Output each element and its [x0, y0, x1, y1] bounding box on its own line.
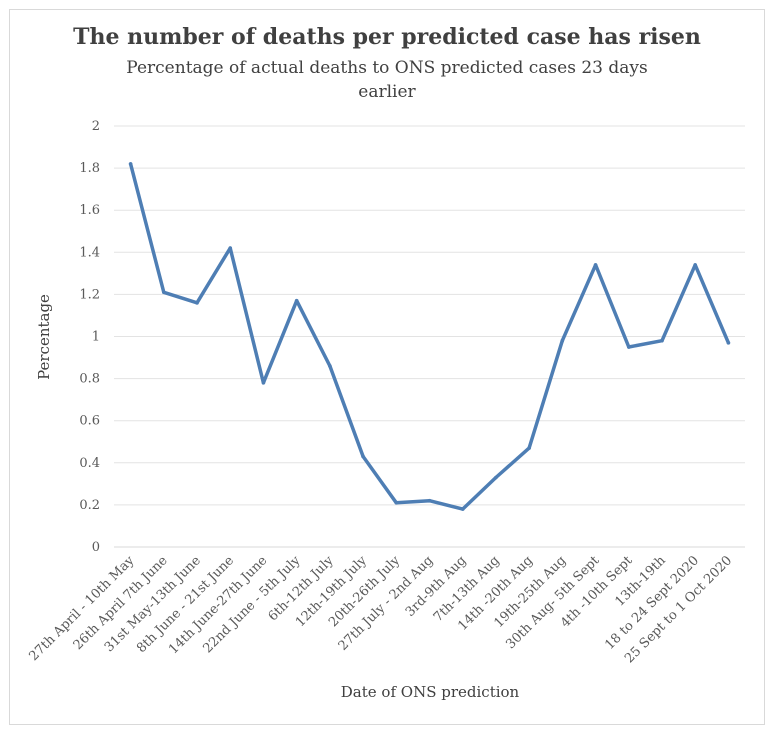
data-point	[162, 290, 166, 295]
series-layer	[128, 162, 731, 511]
gridlines	[114, 125, 745, 548]
chart-frame	[9, 9, 765, 725]
y-axis-ticks: 0 0.2 0.4 0.6 0.8 1 1.2 1.4 1.6 1.8 2	[79, 119, 100, 555]
data-point	[494, 475, 498, 480]
data-point	[427, 498, 432, 503]
y-tick-label: 0.2	[79, 498, 100, 513]
y-tick-label: 2	[92, 119, 100, 134]
data-point	[693, 263, 697, 267]
data-point	[294, 298, 299, 303]
data-point	[626, 345, 631, 349]
y-tick-label: 1.4	[79, 245, 100, 260]
y-tick-label: 1.8	[79, 161, 100, 176]
data-point	[128, 162, 133, 166]
data-point	[660, 338, 664, 343]
data-point	[460, 507, 465, 511]
data-point	[195, 301, 199, 305]
data-point	[261, 381, 266, 385]
data-point	[593, 263, 598, 267]
y-tick-label: 1.6	[79, 203, 100, 218]
y-axis-title: Percentage	[35, 294, 53, 380]
data-point	[228, 246, 233, 250]
data-point	[726, 341, 731, 345]
chart-title: The number of deaths per predicted case …	[73, 24, 701, 50]
data-point	[527, 446, 531, 450]
y-tick-label: 1.2	[79, 287, 100, 302]
y-tick-label: 1	[92, 330, 100, 345]
data-point	[328, 364, 332, 368]
y-tick-label: 0.4	[79, 456, 100, 471]
y-tick-label: 0.6	[79, 414, 100, 429]
y-tick-label: 0	[92, 540, 100, 555]
x-axis-title: Date of ONS prediction	[341, 683, 520, 701]
data-point	[394, 500, 399, 505]
data-point	[361, 454, 365, 459]
data-point	[560, 338, 565, 343]
y-tick-label: 0.8	[79, 372, 100, 387]
chart-subtitle: Percentage of actual deaths to ONS predi…	[126, 58, 648, 102]
